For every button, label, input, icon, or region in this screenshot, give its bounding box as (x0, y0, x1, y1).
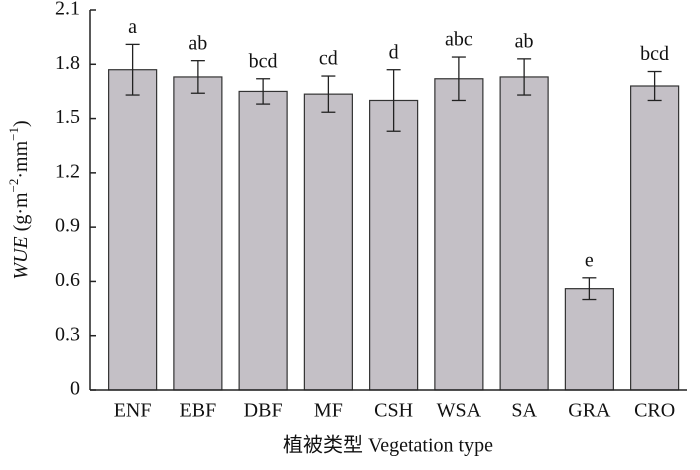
y-label-part: −2 (6, 179, 21, 193)
significance-letter: abc (445, 29, 473, 51)
y-tick-label: 0.6 (55, 269, 80, 291)
x-tick-label: SA (511, 400, 537, 422)
y-tick-label: 0.9 (55, 215, 80, 237)
y-tick-label: 2.1 (55, 0, 80, 20)
significance-letter: d (389, 41, 399, 63)
significance-letter: bcd (249, 50, 278, 72)
bar (434, 78, 484, 391)
y-axis-label: WUE (g·m−2·mm−1) (6, 120, 32, 279)
x-tick-label: DBF (244, 400, 283, 422)
x-axis-label: 植被类型 Vegetation type (283, 434, 493, 457)
y-label-part: −1 (6, 127, 21, 141)
x-tick-label: ENF (114, 400, 152, 422)
y-label-part: (g·m (10, 192, 32, 236)
bar (173, 76, 223, 391)
y-tick-label: 0.3 (55, 323, 80, 345)
bar (564, 288, 614, 391)
x-tick-label: WSA (437, 400, 482, 422)
bar (369, 99, 419, 391)
y-label-part: ) (10, 120, 32, 127)
significance-letter: ab (515, 30, 534, 52)
x-tick-label: CSH (374, 400, 413, 422)
x-tick-label: GRA (568, 400, 611, 422)
y-tick-label: 0 (70, 378, 80, 400)
significance-letter: ab (188, 32, 207, 54)
bar (303, 93, 353, 391)
significance-letter: cd (319, 48, 338, 70)
bar (630, 85, 680, 391)
bar (108, 69, 158, 391)
x-tick-label: EBF (180, 400, 217, 422)
bar (499, 76, 549, 391)
y-label-part: ·mm (10, 140, 32, 178)
significance-letter: bcd (640, 43, 669, 65)
x-tick-label: MF (314, 400, 343, 422)
y-tick-label: 1.2 (55, 160, 80, 182)
y-label-part: WUE (10, 236, 32, 279)
y-tick-label: 1.8 (55, 52, 80, 74)
y-tick-label: 1.5 (55, 106, 80, 128)
significance-letter: a (128, 16, 137, 38)
significance-letter: e (585, 249, 594, 271)
bar (238, 90, 288, 391)
x-tick-label: CRO (634, 400, 675, 422)
